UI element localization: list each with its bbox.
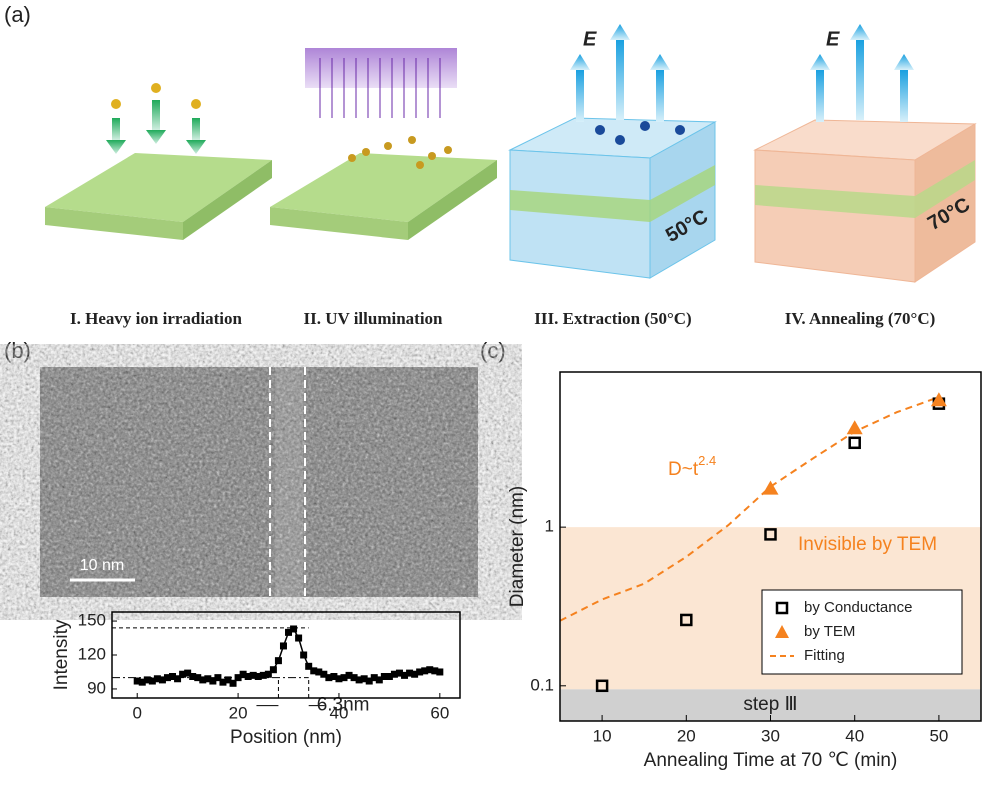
x-axis-label: Annealing Time at 70 ℃ (min)	[644, 750, 898, 771]
step-label: II. UV illumination	[303, 309, 443, 328]
figure: (a) (b) (c) E E 50°C 70°C I. Heavy ion i…	[0, 0, 983, 789]
x-tick-label: 20	[229, 703, 248, 722]
annotation: D~t2.4	[668, 453, 716, 480]
legend-label: Fitting	[804, 647, 845, 664]
annotation-sup: 2.4	[698, 453, 716, 468]
panel-label: (b)	[4, 338, 31, 363]
step-label: III. Extraction (50°C)	[534, 309, 691, 328]
x-tick-label: 50	[929, 726, 948, 745]
x-tick-label: 0	[132, 703, 141, 722]
tem-image: 10 nm	[40, 367, 478, 597]
x-tick-label: 40	[329, 703, 348, 722]
panel-label: (a)	[4, 2, 31, 27]
y-tick-label: 0.1	[530, 675, 554, 694]
y-tick-label: 1	[545, 517, 554, 536]
y-tick-label: 150	[78, 611, 106, 630]
annotation-text: D~t	[668, 459, 699, 480]
y-axis-label: Intensity	[51, 619, 72, 690]
field-label: E	[826, 28, 840, 50]
y-axis-label: Diameter (nm)	[507, 486, 528, 607]
plot-frame	[112, 612, 460, 698]
square-point	[850, 438, 860, 448]
step-label: I. Heavy ion irradiation	[70, 309, 242, 328]
step-label: IV. Annealing (70°C)	[785, 309, 936, 328]
field-label: E	[583, 28, 597, 50]
data-point	[270, 666, 277, 673]
x-tick-label: 30	[761, 726, 780, 745]
data-point	[275, 657, 282, 664]
region-label: step Ⅲ	[743, 694, 797, 715]
schematic: E E 50°C 70°C I. Heavy ion irradiation I…	[45, 24, 975, 328]
y-tick-label: 120	[78, 644, 106, 663]
legend-label: by Conductance	[804, 599, 912, 616]
legend-label: by TEM	[804, 623, 855, 640]
scale-bar-label: 10 nm	[80, 557, 124, 574]
data-point	[290, 625, 297, 632]
panel-label: (c)	[480, 338, 506, 363]
data-point	[280, 642, 287, 649]
x-tick-label: 10	[593, 726, 612, 745]
x-tick-label: 60	[430, 703, 449, 722]
triangle-point	[847, 420, 863, 434]
region-label: Invisible by TEM	[798, 534, 937, 555]
data-point	[295, 635, 302, 642]
x-axis-label: Position (nm)	[230, 727, 342, 748]
y-tick-label: 90	[87, 678, 106, 697]
data-point	[436, 668, 443, 675]
data-point	[300, 652, 307, 659]
x-tick-label: 20	[677, 726, 696, 745]
x-tick-label: 40	[845, 726, 864, 745]
